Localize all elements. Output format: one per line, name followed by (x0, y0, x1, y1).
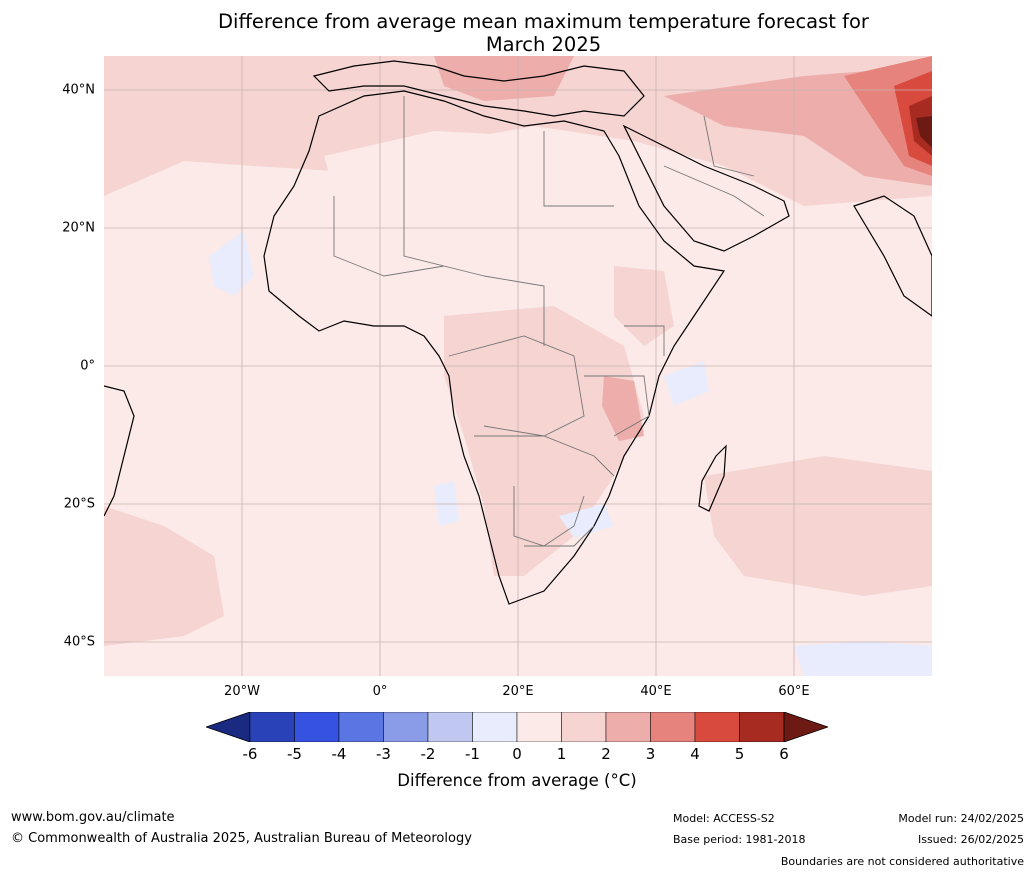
colorbar-tick-label: -1 (465, 745, 480, 763)
boundary-saudi (663, 165, 765, 217)
anomaly-region-indian-ocean (704, 456, 932, 596)
lon-label-0: 0° (372, 684, 388, 699)
colorbar-tick-label: -2 (420, 745, 436, 763)
forecast-map (104, 56, 932, 676)
anomaly-region-horn-africa (614, 266, 674, 346)
colorbar-swatch (427, 712, 473, 742)
colorbar-extend-low (206, 712, 251, 742)
colorbar-extend-high (783, 712, 828, 742)
colorbar-swatch (516, 712, 562, 742)
anomaly-region-south-atlantic (104, 506, 224, 646)
title-line-1: Difference from average mean maximum tem… (218, 10, 869, 33)
boundary-egypt-sudan (543, 131, 614, 207)
country-boundaries (333, 96, 765, 547)
boundary-south-africa (524, 525, 595, 547)
colorbar-tick-label: 6 (779, 745, 789, 763)
colorbar-swatch (383, 712, 429, 742)
colorbar-swatch (605, 712, 651, 742)
boundary-ethiopia-kenya (624, 325, 665, 356)
colorbar-swatch (249, 712, 295, 742)
anomaly-region-tibet-core (916, 116, 932, 148)
footer-copyright: © Commonwealth of Australia 2025, Austra… (11, 831, 472, 846)
gridlines (104, 56, 932, 676)
colorbar-swatch (739, 712, 785, 742)
anomaly-region-sahara-light (324, 131, 584, 256)
lat-label-40s: 40°S (63, 634, 95, 650)
colorbar-tick-label: 5 (734, 745, 745, 763)
lon-label-20e: 20°E (502, 684, 534, 699)
map-svg (104, 56, 932, 676)
anomaly-region-central-africa (444, 306, 644, 576)
boundary-algeria-libya (403, 96, 485, 277)
lon-label-20w: 20°W (224, 684, 260, 699)
footer-base-period: Base period: 1981-2018 (673, 833, 806, 846)
colorbar-swatch (294, 712, 340, 742)
lat-label-20s: 20°S (63, 496, 95, 512)
title-line-2: March 2025 (485, 33, 602, 56)
colorbar-tick-label: -4 (331, 745, 347, 763)
lon-label-60e: 60°E (778, 684, 810, 699)
colorbar (206, 712, 828, 742)
coast-madagascar (698, 444, 727, 512)
coastlines (104, 60, 932, 605)
colorbar-tick-label: 0 (512, 745, 522, 763)
colorbar-tick-label: 4 (690, 745, 700, 763)
coast-africa (263, 90, 726, 605)
footer-url[interactable]: www.bom.gov.au/climate (11, 810, 175, 825)
footer-disclaimer: Boundaries are not considered authoritat… (780, 855, 1024, 868)
footer-issued: Issued: 26/02/2025 (917, 833, 1024, 846)
colorbar-swatch (472, 712, 518, 742)
lat-label-20n: 20°N (62, 220, 95, 236)
colorbar-tick-label: 1 (556, 745, 567, 763)
boundary-chad-sudan (483, 275, 545, 346)
lon-label-40e: 40°E (640, 684, 672, 699)
map-title: Difference from average mean maximum tem… (0, 10, 1035, 56)
colorbar-tick-label: -5 (287, 745, 302, 763)
boundary-iran-iraq (703, 115, 755, 177)
coast-arabia (622, 124, 790, 252)
anomaly-region-southern-ocean-cool (794, 641, 932, 676)
colorbar-tick-label: 2 (601, 745, 611, 763)
anomaly-region-west-africa-cool (209, 231, 254, 296)
anomaly-region-somali-cool (664, 361, 709, 406)
coast-south-america (104, 385, 135, 517)
coast-india (853, 195, 932, 317)
colorbar-swatch (650, 712, 696, 742)
lat-label-0: 0° (80, 358, 95, 374)
footer-model: Model: ACCESS-S2 (673, 812, 775, 825)
coast-europe (312, 60, 645, 117)
colorbar-label: Difference from average (°C) (397, 771, 637, 790)
colorbar-tick-label: 3 (645, 745, 656, 763)
colorbar-tick-label: -3 (376, 745, 391, 763)
colorbar-swatch (561, 712, 607, 742)
boundary-mali-niger (333, 196, 445, 277)
footer-model-run: Model run: 24/02/2025 (898, 812, 1024, 825)
boundary-angola-zambia (474, 435, 615, 477)
boundary-drc (448, 335, 585, 437)
anomaly-region-atlantic-cool (434, 481, 459, 526)
boundary-tanzania (584, 375, 650, 437)
colorbar-swatch (694, 712, 740, 742)
colorbar-swatch (338, 712, 384, 742)
lat-label-40n: 40°N (62, 82, 95, 98)
colorbar-tick-label: -6 (242, 745, 258, 763)
colorbar-swatches (206, 712, 828, 742)
